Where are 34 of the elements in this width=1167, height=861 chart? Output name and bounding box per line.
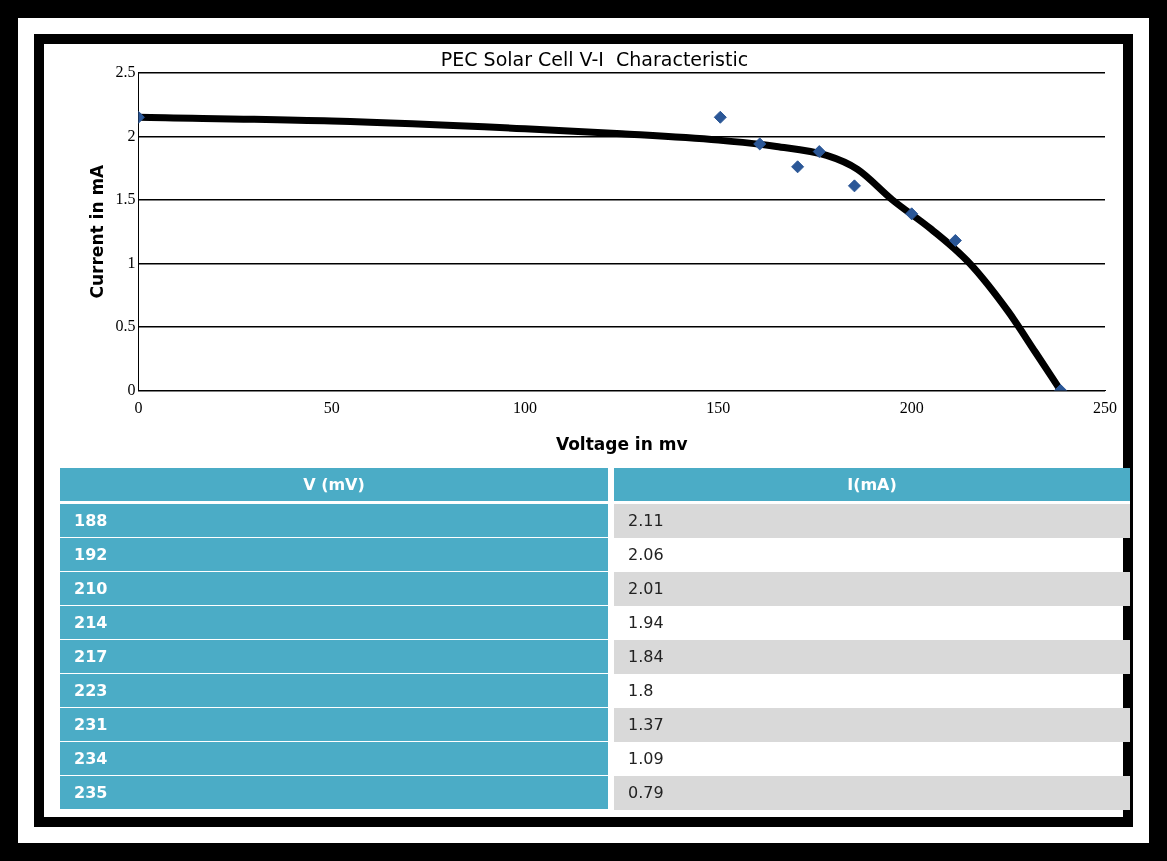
text: 217 (60, 639, 611, 674)
text: 214 (60, 605, 611, 640)
text: 188 (60, 502, 611, 538)
text: 1.8 (611, 673, 1130, 708)
x-axis-title: Voltage in mv (555, 434, 688, 455)
x-tick-label: 200 (899, 399, 924, 417)
y-tick-label: 1 (127, 253, 136, 271)
text: 210 (60, 571, 611, 606)
y-tick-label: 1.5 (115, 190, 136, 208)
x-tick-label: 250 (1093, 399, 1117, 417)
text: 1.37 (611, 707, 1130, 742)
text: 235 (60, 775, 611, 810)
text: 234 (60, 741, 611, 776)
y-axis-title: Current in mA (86, 163, 107, 299)
chart-title: PEC Solar Cell V-I Characteristic (440, 48, 749, 71)
text: 1.09 (611, 741, 1130, 776)
text: 1.84 (611, 639, 1130, 674)
text: 223 (60, 673, 611, 708)
x-tick-label: 50 (323, 399, 340, 417)
x-tick-label: 100 (513, 399, 538, 417)
text: 192 (60, 537, 611, 572)
text: 2.06 (611, 537, 1130, 572)
y-tick-label: 2.5 (115, 63, 136, 80)
y-tick-label: 2 (127, 126, 136, 144)
y-tick-label: 0.5 (115, 317, 136, 335)
y-tick-label: 0 (127, 380, 136, 398)
text: I(mA) (611, 468, 1130, 503)
text: 1.94 (611, 605, 1130, 640)
text: 2.01 (611, 571, 1130, 606)
text: 0.79 (611, 775, 1130, 810)
text: 2.11 (611, 502, 1130, 538)
x-tick-label: 150 (706, 399, 731, 417)
text: 231 (60, 707, 611, 742)
text: V (mV) (60, 468, 611, 503)
